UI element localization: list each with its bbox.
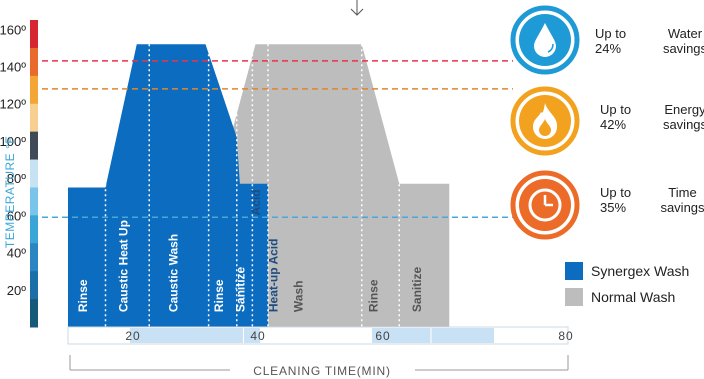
- legend-label: Normal Wash: [591, 289, 676, 305]
- x-axis-label: CLEANING TIME(MIN): [253, 364, 391, 378]
- temperature-scale-segment: [30, 243, 38, 272]
- phase-label: Caustic Wash: [166, 234, 180, 312]
- flame-icon: [510, 86, 580, 156]
- y-tick-label: 80º: [7, 171, 26, 186]
- flame-inner: [539, 119, 551, 136]
- drop-shape: [534, 23, 556, 57]
- x-tick-label: 60: [375, 329, 390, 343]
- y-tick-label: 60º: [7, 208, 26, 223]
- y-tick-labels: 160º 140º 120º 100º 80º 60º 40º 20º: [0, 22, 26, 297]
- temperature-scale-segment: [30, 299, 38, 328]
- legend-item-normal: Normal Wash: [565, 288, 675, 306]
- savings-kind: Energy: [664, 102, 704, 117]
- water-drop-icon: [510, 5, 580, 75]
- down-arrow-icon: [350, 0, 364, 16]
- phase-label: Acid: [249, 189, 263, 215]
- upto-label: Up to: [600, 185, 632, 200]
- x-axis-highlight: [372, 328, 494, 343]
- temperature-scale-segment: [30, 271, 38, 300]
- reference-lines: [42, 60, 513, 218]
- savings-icons: [510, 5, 580, 240]
- normal-area: [230, 44, 450, 328]
- temperature-scale-segment: [30, 20, 38, 49]
- temperature-scale-segment: [30, 103, 38, 133]
- phase-label: Caustic Heat Up: [116, 220, 130, 312]
- savings-percent: 24%: [595, 41, 622, 56]
- x-tick-label: 40: [250, 329, 265, 343]
- phase-label: Rinse: [366, 279, 380, 312]
- savings-word: savings: [662, 41, 704, 56]
- savings-energy: Up to 42% Energy savings: [600, 102, 704, 132]
- y-tick-label: 120º: [0, 97, 26, 112]
- temperature-scale-segment: [30, 215, 38, 244]
- temperature-color-scale: [30, 20, 38, 328]
- phase-labels: Rinse Caustic Heat Up Caustic Wash Rinse San…: [76, 189, 424, 312]
- x-axis: 20 40 60 80: [67, 326, 573, 345]
- clock-icon: [510, 170, 580, 240]
- x-axis-label-group: CLEANING TIME(MIN): [69, 355, 569, 378]
- phase-label: Rinse: [76, 279, 90, 312]
- phase-label: Rinse: [212, 279, 226, 312]
- x-tick-label: 20: [125, 329, 140, 343]
- legend-item-synergex: Synergex Wash: [565, 262, 689, 280]
- x-axis-gap: [430, 328, 432, 343]
- upto-label: Up to: [600, 102, 632, 117]
- legend-swatch: [565, 262, 583, 280]
- y-tick-label: 140º: [0, 60, 26, 75]
- chart-areas: [68, 44, 450, 328]
- drop-highlight: [547, 43, 554, 53]
- savings-time: Up to 35% Time savings: [600, 185, 704, 215]
- x-tick-label: 80: [558, 329, 573, 343]
- legend-label: Synergex Wash: [591, 263, 690, 279]
- phase-divider-lines: [104, 44, 400, 327]
- savings-kind: Time: [668, 185, 697, 200]
- y-tick-label: 40º: [7, 246, 26, 261]
- phase-label: Sanitize: [233, 266, 247, 312]
- savings-water: Up to 24% Water savings: [595, 26, 704, 56]
- temperature-scale-segment: [30, 75, 38, 105]
- savings-percent: 42%: [600, 117, 627, 132]
- savings-percent: 35%: [600, 200, 627, 215]
- clock-face: [528, 188, 562, 222]
- y-tick-label: 20º: [7, 283, 26, 298]
- temperature-scale-segment: [30, 47, 38, 77]
- y-tick-label: 100º: [0, 134, 26, 149]
- savings-word: savings: [660, 200, 704, 215]
- x-axis-gap: [243, 328, 244, 343]
- y-tick-label: 160º: [0, 22, 26, 37]
- y-axis-label: TEMPERATURE °F: [3, 136, 17, 248]
- phase-label: Sanitize: [410, 266, 424, 312]
- phase-label: Wash: [291, 281, 305, 313]
- temperature-scale-segment: [30, 187, 38, 216]
- temperature-scale-segment: [30, 131, 38, 161]
- savings-kind: Water: [667, 26, 703, 41]
- upto-label: Up to: [595, 26, 627, 41]
- phase-label: Heat-up Acid: [266, 239, 280, 313]
- savings-word: savings: [662, 117, 704, 132]
- legend-swatch: [565, 288, 583, 306]
- synergex-area: [68, 44, 268, 328]
- x-axis-highlight: [130, 328, 260, 343]
- temperature-scale-segment: [30, 159, 38, 188]
